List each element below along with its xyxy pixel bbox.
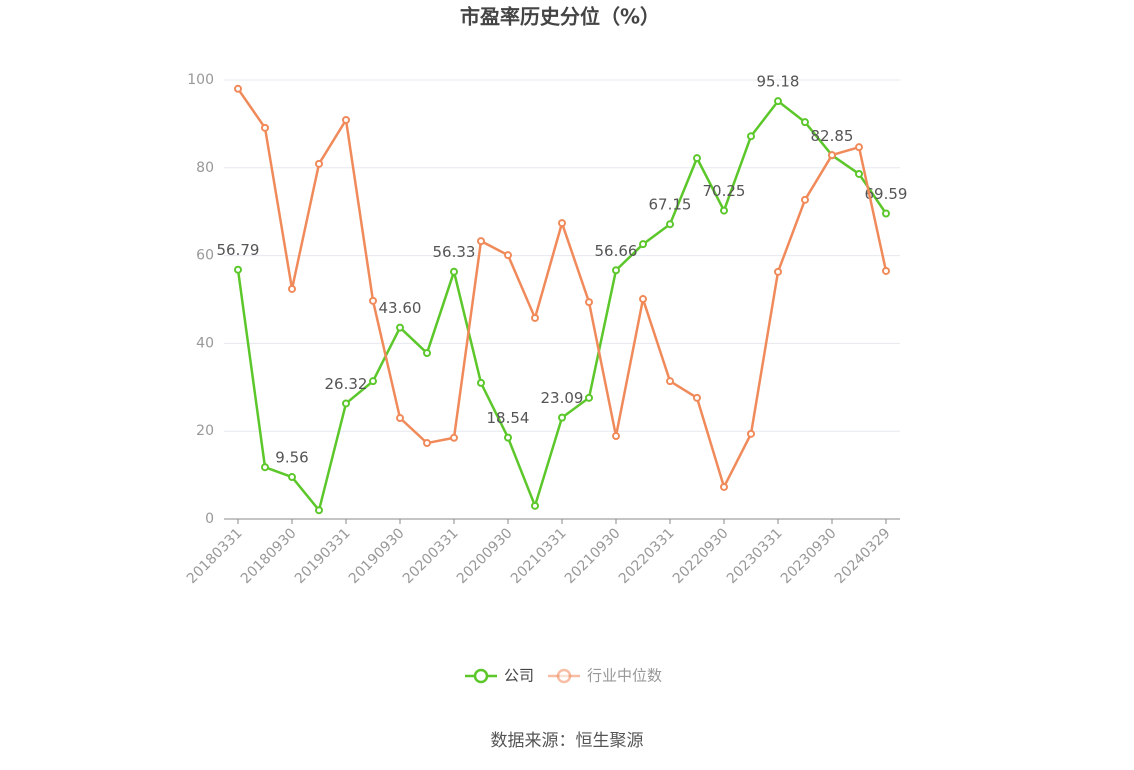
x-tick-label: 20210331 xyxy=(508,525,570,587)
data-point xyxy=(261,463,269,472)
data-label: 23.09 xyxy=(541,389,584,407)
data-point xyxy=(477,378,485,387)
data-point xyxy=(288,284,296,293)
data-point xyxy=(342,399,350,408)
data-point xyxy=(720,206,728,215)
x-tick-label: 20220331 xyxy=(616,525,678,587)
data-point xyxy=(612,432,620,441)
data-point xyxy=(396,414,404,423)
x-tick-label: 20240329 xyxy=(832,525,894,587)
data-point xyxy=(693,393,701,402)
data-point xyxy=(423,349,431,358)
data-label: 18.54 xyxy=(487,409,530,427)
data-point xyxy=(450,433,458,442)
data-point xyxy=(774,97,782,106)
data-label: 70.25 xyxy=(703,182,746,200)
data-point xyxy=(693,154,701,163)
data-label: 82.85 xyxy=(811,127,854,145)
data-point xyxy=(747,132,755,141)
data-point xyxy=(234,265,242,274)
x-tick-label: 20190331 xyxy=(292,525,354,587)
data-point xyxy=(666,377,674,386)
data-point xyxy=(396,323,404,332)
data-point xyxy=(450,267,458,276)
data-point xyxy=(234,84,242,93)
series-line xyxy=(236,99,888,513)
data-point xyxy=(558,219,566,228)
data-point xyxy=(477,237,485,246)
data-point xyxy=(639,240,647,249)
data-point xyxy=(261,123,269,132)
data-label: 56.79 xyxy=(217,241,260,259)
y-tick-label: 100 xyxy=(187,72,214,88)
data-point xyxy=(369,296,377,305)
data-point xyxy=(855,169,863,178)
data-point xyxy=(855,143,863,152)
x-tick-label: 20230930 xyxy=(778,525,840,587)
data-point xyxy=(342,115,350,124)
x-tick-label: 20220930 xyxy=(670,525,732,587)
data-point xyxy=(639,295,647,304)
legend-label: 公司 xyxy=(504,667,534,685)
legend-marker xyxy=(473,668,489,684)
y-tick-label: 40 xyxy=(196,335,214,351)
data-point xyxy=(585,393,593,402)
source: 数据来源：恒生聚源 xyxy=(491,731,644,751)
x-tick-label: 20180930 xyxy=(238,525,300,587)
data-point xyxy=(666,220,674,229)
data-label: 67.15 xyxy=(649,196,692,214)
data-point xyxy=(585,298,593,307)
x-tick-label: 20200331 xyxy=(400,525,462,587)
data-point xyxy=(531,501,539,510)
data-point xyxy=(801,195,809,204)
data-label: 95.18 xyxy=(757,73,800,91)
data-label: 56.66 xyxy=(595,242,638,260)
legend-label: 行业中位数 xyxy=(587,667,662,685)
data-label: 43.60 xyxy=(379,299,422,317)
x-tick-label: 20200930 xyxy=(454,525,516,587)
data-point xyxy=(882,266,890,275)
data-point xyxy=(882,209,890,218)
series-line xyxy=(236,88,888,491)
data-point xyxy=(558,413,566,422)
y-tick-label: 0 xyxy=(205,511,214,527)
data-point xyxy=(747,429,755,438)
x-tick-label: 20190930 xyxy=(346,525,408,587)
data-point xyxy=(369,377,377,386)
y-tick-label: 20 xyxy=(196,423,214,439)
x-tick-label: 20210930 xyxy=(562,525,624,587)
x-tick-label: 20230331 xyxy=(724,525,786,587)
y-tick-label: 60 xyxy=(196,248,214,264)
data-point xyxy=(774,267,782,276)
x-tick-label: 20180331 xyxy=(184,525,246,587)
data-point xyxy=(612,266,620,275)
y-tick-label: 80 xyxy=(196,160,214,176)
data-label: 69.59 xyxy=(865,185,908,203)
data-label: 9.56 xyxy=(275,449,308,467)
legend-marker xyxy=(556,668,572,684)
chart-title: 市盈率历史分位（%） xyxy=(460,5,660,29)
data-point xyxy=(801,118,809,127)
data-point xyxy=(288,473,296,482)
data-point xyxy=(315,506,323,515)
data-point xyxy=(504,251,512,260)
data-label: 26.32 xyxy=(325,375,368,393)
data-point xyxy=(315,159,323,168)
data-point xyxy=(423,439,431,448)
data-point xyxy=(828,151,836,160)
data-point xyxy=(504,433,512,442)
data-point xyxy=(720,482,728,491)
data-label: 56.33 xyxy=(433,243,476,261)
data-point xyxy=(531,313,539,322)
